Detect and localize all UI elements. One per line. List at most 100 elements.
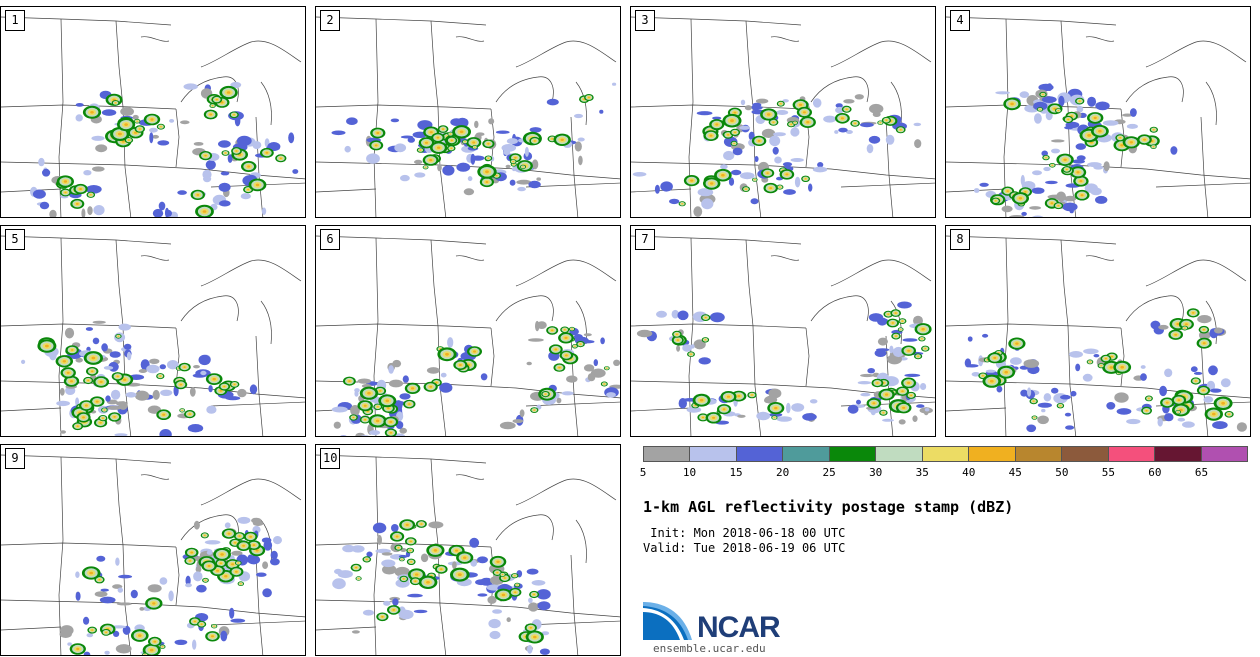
reflectivity-core <box>1143 138 1146 141</box>
reflectivity-core <box>1098 129 1102 133</box>
reflectivity-core <box>238 535 241 537</box>
reflectivity-cell <box>230 81 242 89</box>
reflectivity-core <box>429 131 433 134</box>
reflectivity-core <box>487 157 490 159</box>
reflectivity-core <box>136 120 138 122</box>
reflectivity-cell <box>101 343 108 352</box>
reflectivity-cell <box>1023 359 1040 368</box>
reflectivity-cell <box>426 367 440 374</box>
colorbar-tick-label: 50 <box>1055 466 1069 479</box>
reflectivity-core <box>202 210 207 213</box>
reflectivity-cell <box>519 409 525 418</box>
reflectivity-cell <box>126 351 132 361</box>
reflectivity-cell <box>288 132 295 144</box>
colorbar-tick-label: 60 <box>1148 466 1162 479</box>
boundary-line <box>770 255 800 261</box>
reflectivity-cell <box>790 158 804 162</box>
reflectivity-core <box>424 141 429 144</box>
reflectivity-core <box>220 101 224 104</box>
reflectivity-core <box>901 390 904 393</box>
reflectivity-core <box>1120 365 1124 369</box>
reflectivity-core <box>993 356 997 359</box>
reflectivity-core <box>1110 355 1114 358</box>
reflectivity-core <box>730 119 734 123</box>
colorbar-segment <box>1201 447 1248 461</box>
boundary-line <box>805 327 810 387</box>
reflectivity-core <box>721 173 725 177</box>
reflectivity-cell <box>83 651 91 655</box>
boundary-line <box>1145 259 1247 287</box>
valid-time: Valid: Tue 2018-06-19 06 UTC <box>643 541 846 555</box>
boundary-line <box>373 456 379 655</box>
reflectivity-cell <box>146 364 160 374</box>
reflectivity-cell <box>740 99 746 106</box>
reflectivity-cell <box>1041 408 1046 413</box>
reflectivity-core <box>699 398 704 402</box>
reflectivity-cell <box>331 406 348 413</box>
reflectivity-cell <box>1103 161 1110 172</box>
boundary-line <box>1003 237 1009 436</box>
reflectivity-cell <box>470 559 477 567</box>
boundary-line <box>316 542 492 548</box>
reflectivity-core <box>779 186 781 188</box>
reflectivity-cell <box>399 393 411 400</box>
reflectivity-core <box>409 549 411 552</box>
reflectivity-cell <box>1157 417 1163 427</box>
reflectivity-core <box>144 654 146 655</box>
reflectivity-cell <box>817 162 824 168</box>
reflectivity-core <box>410 561 413 563</box>
reflectivity-core <box>806 121 810 124</box>
reflectivity-core <box>1024 191 1027 193</box>
reflectivity-cell <box>399 427 407 434</box>
reflectivity-core <box>124 123 128 126</box>
reflectivity-cell <box>1116 408 1132 415</box>
reflectivity-cell <box>218 182 231 192</box>
reflectivity-core <box>279 157 282 160</box>
boundary-line <box>810 295 869 322</box>
reflectivity-core <box>529 626 532 629</box>
reflectivity-core <box>419 149 422 151</box>
reflectivity-core <box>1202 342 1206 345</box>
reflectivity-cell <box>204 540 221 545</box>
reflectivity-cell <box>381 559 396 568</box>
reflectivity-cell <box>856 399 861 405</box>
boundary-line <box>430 239 447 436</box>
reflectivity-cell <box>360 435 370 436</box>
reflectivity-cell <box>381 552 393 556</box>
reflectivity-cell <box>528 602 539 612</box>
boundary-line <box>495 295 554 322</box>
boundary-line <box>140 255 170 261</box>
reflectivity-cell <box>32 189 46 199</box>
reflectivity-core <box>445 352 449 356</box>
reflectivity-core <box>375 419 380 423</box>
reflectivity-core <box>247 188 250 191</box>
reflectivity-cell <box>1170 146 1178 155</box>
reflectivity-cell <box>1041 96 1057 103</box>
reflectivity-cell <box>219 200 231 207</box>
reflectivity-cell <box>546 98 559 106</box>
reflectivity-core <box>780 103 782 105</box>
reflectivity-cell <box>1037 415 1049 425</box>
reflectivity-core <box>204 154 207 157</box>
reflectivity-cell <box>587 373 596 382</box>
reflectivity-cell <box>262 561 269 569</box>
reflectivity-core <box>1100 365 1102 367</box>
reflectivity-cell <box>249 384 258 395</box>
reflectivity-cell <box>159 577 168 585</box>
reflectivity-cell <box>882 418 894 422</box>
reflectivity-cell <box>92 320 106 324</box>
reflectivity-cell <box>205 160 216 170</box>
reflectivity-core <box>223 385 226 388</box>
reflectivity-cell <box>193 365 200 369</box>
reflectivity-cell <box>331 130 346 136</box>
reflectivity-core <box>153 640 157 643</box>
reflectivity-cell <box>21 359 26 364</box>
reflectivity-cell <box>1093 354 1100 358</box>
reflectivity-cell <box>920 383 927 390</box>
reflectivity-cell <box>561 391 574 396</box>
reflectivity-cell <box>973 188 980 193</box>
colorbar-segment <box>1155 447 1202 461</box>
reflectivity-cell <box>333 421 341 429</box>
reflectivity-cell <box>541 631 550 636</box>
reflectivity-cell <box>791 403 805 412</box>
